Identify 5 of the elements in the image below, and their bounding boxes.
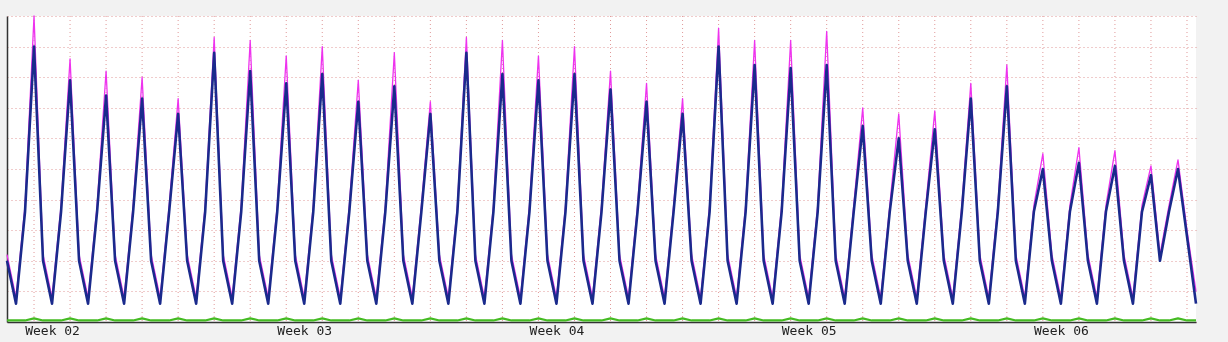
x-tick-label: Week 05 xyxy=(781,322,837,338)
x-tick-label: Week 02 xyxy=(25,322,80,338)
x-tick-label: Week 06 xyxy=(1033,322,1089,338)
x-tick-label: Week 03 xyxy=(277,322,333,338)
x-tick-label: Week 04 xyxy=(529,322,585,338)
